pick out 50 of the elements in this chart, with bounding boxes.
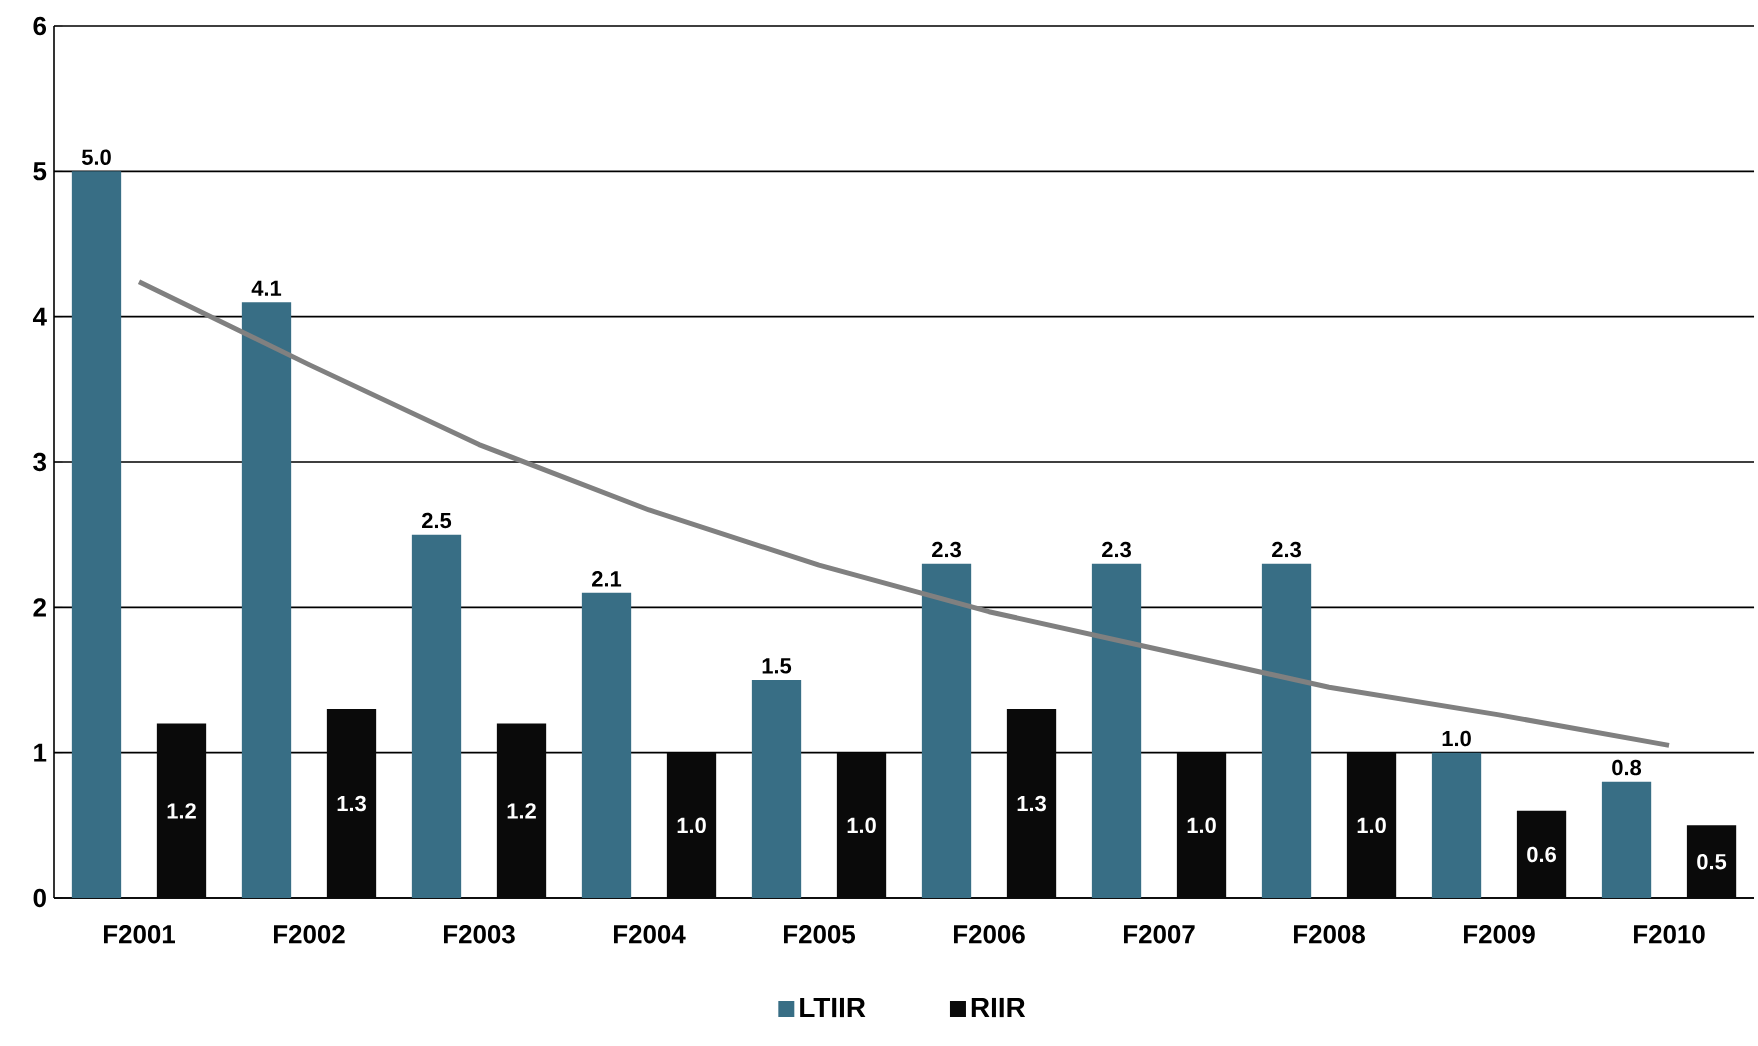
data-label: 1.2 <box>167 803 196 819</box>
bar <box>411 534 462 898</box>
bar <box>1431 752 1482 898</box>
data-label: 0.5 <box>1697 853 1727 870</box>
data-label: 2.1 <box>592 571 622 587</box>
data-label: 1.0 <box>1357 817 1386 834</box>
y-tick-label: 0 <box>33 888 46 908</box>
data-label: 0.6 <box>1527 846 1556 863</box>
data-label: 2.3 <box>1102 541 1131 558</box>
data-label: 5.0 <box>81 149 111 165</box>
legend-label: LTIIR <box>800 997 866 1018</box>
x-tick-label: F2002 <box>274 925 345 944</box>
y-tick-label: 4 <box>32 307 47 326</box>
legend-label: RIIR <box>971 997 1026 1018</box>
y-tick-label: 5 <box>33 162 47 181</box>
bar <box>751 680 802 898</box>
bar <box>241 302 292 898</box>
data-label: 1.0 <box>677 817 706 834</box>
data-label: 2.3 <box>932 541 961 558</box>
x-tick-label: F2006 <box>954 925 1025 944</box>
x-tick-label: F2008 <box>1294 925 1365 944</box>
data-label: 1.2 <box>507 803 536 819</box>
data-label: 1.0 <box>1187 817 1216 834</box>
bar <box>1091 563 1142 898</box>
data-label: 2.5 <box>422 512 452 529</box>
data-label: 1.0 <box>847 817 876 834</box>
bar <box>581 592 632 898</box>
bar <box>1601 781 1652 898</box>
data-label: 1.3 <box>337 795 366 812</box>
y-tick-label: 2 <box>33 598 46 617</box>
data-label: 4.1 <box>251 280 282 296</box>
line-series <box>136 279 1672 748</box>
x-tick-label: F2003 <box>444 925 515 944</box>
data-label: 2.3 <box>1272 541 1301 558</box>
data-label: 1.0 <box>1442 730 1471 747</box>
bar <box>921 563 972 898</box>
y-tick-label: 6 <box>33 16 47 36</box>
data-label: 1.3 <box>1017 795 1046 812</box>
y-tick-label: 1 <box>34 743 47 762</box>
data-label: 0.8 <box>1612 759 1642 776</box>
y-tick-label: 3 <box>33 452 47 472</box>
bar <box>1261 563 1312 898</box>
x-tick-label: F2001 <box>104 925 175 944</box>
x-tick-label: F2007 <box>1124 925 1195 944</box>
x-tick-label: F2010 <box>1634 925 1705 944</box>
data-label: 1.5 <box>762 658 792 674</box>
x-tick-label: F2005 <box>784 925 856 944</box>
x-tick-label: F2009 <box>1464 925 1535 944</box>
x-tick-label: F2004 <box>614 925 686 944</box>
bar <box>71 171 122 898</box>
